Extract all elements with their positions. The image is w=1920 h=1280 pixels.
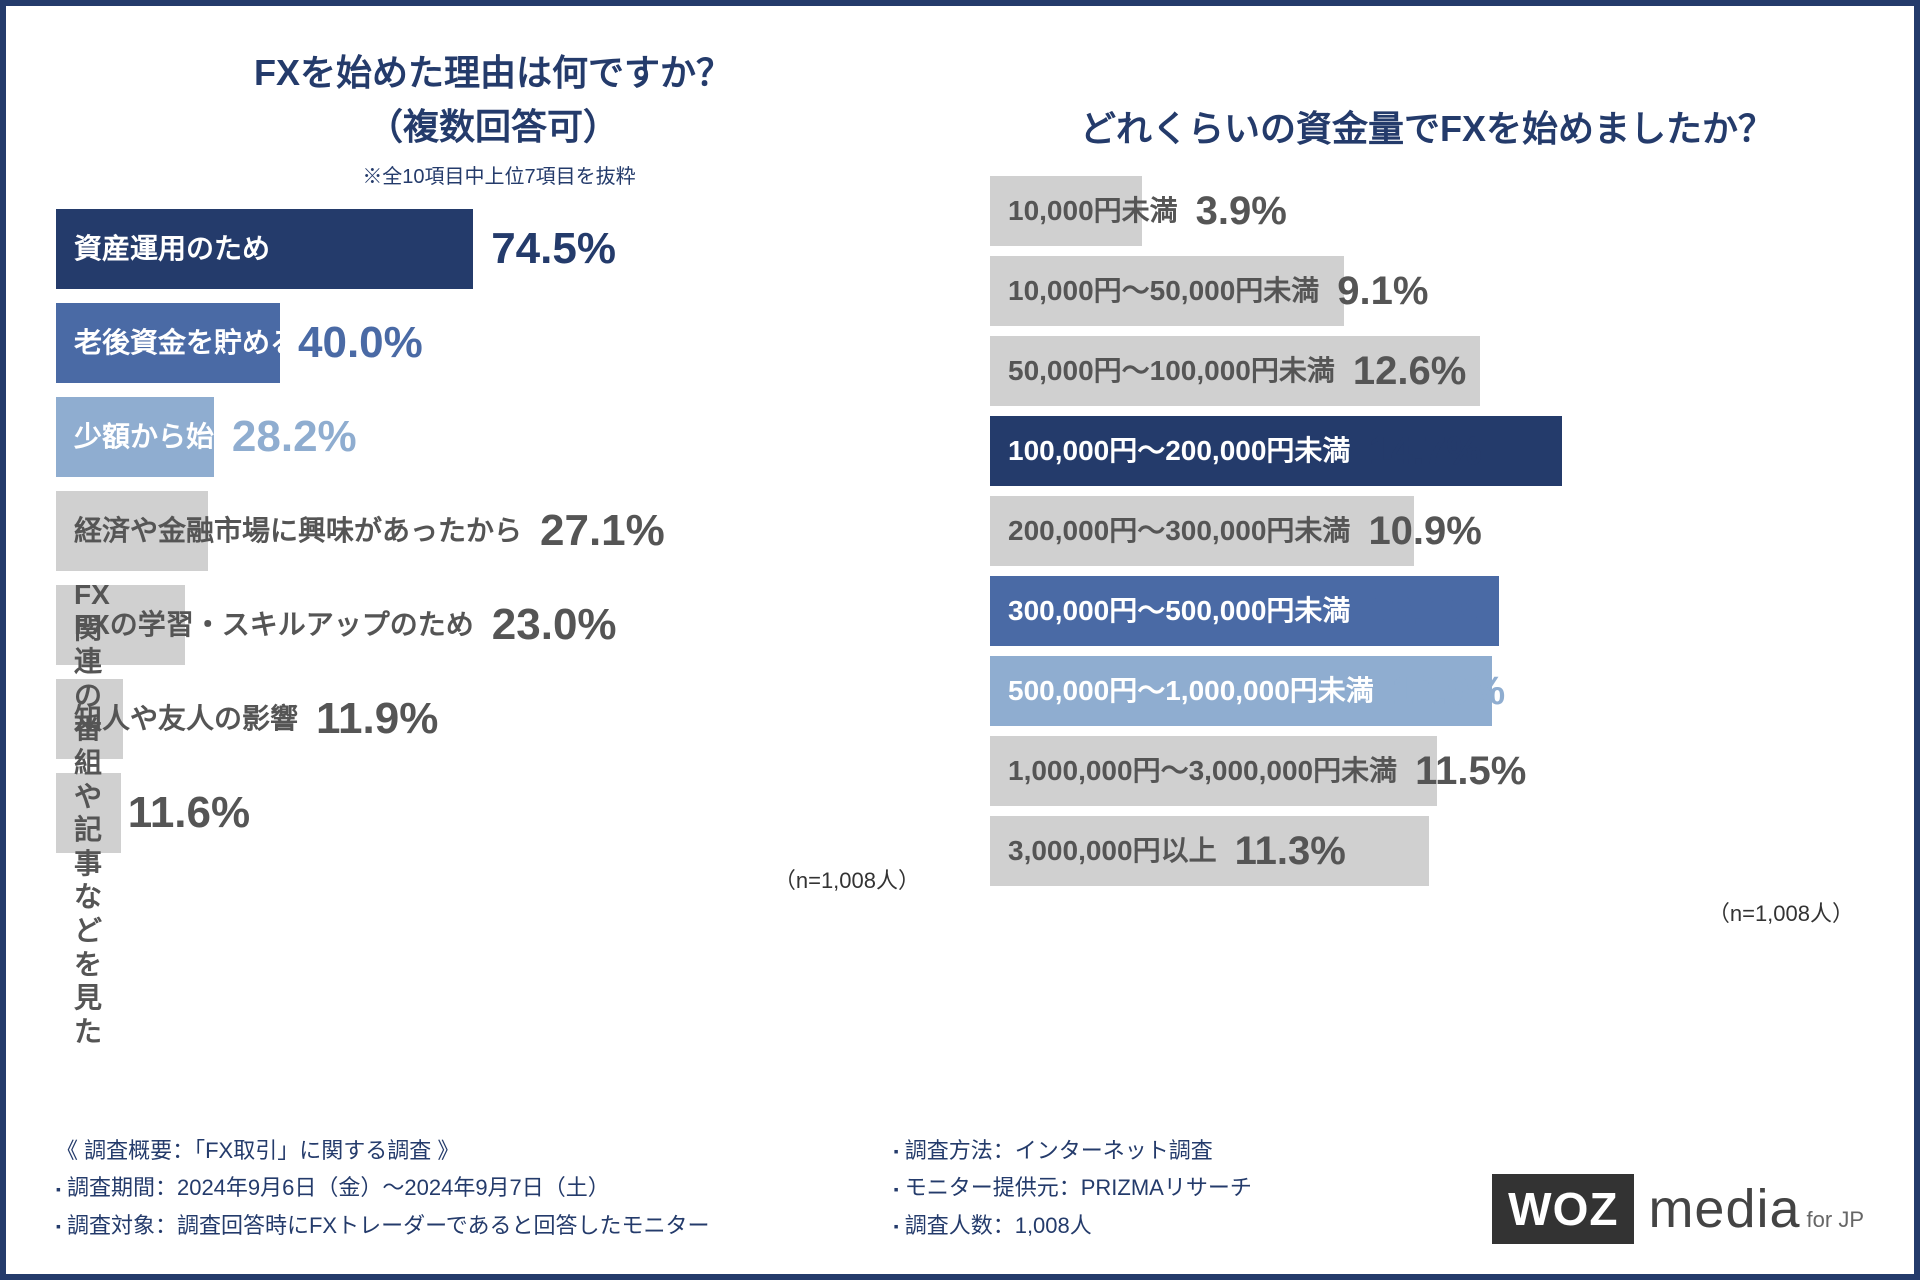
bar-row: 3,000,000円以上 11.3% [990,816,1864,886]
bar: 少額から始められるから [56,397,214,477]
bar-value: 11.3% [1235,831,1346,871]
bar-value: 12.6% [1353,351,1466,391]
bar: 10,000円～50,000円未満9.1% [990,256,1344,326]
right-chart-header: どれくらいの資金量でFXを始めましたか？ [990,46,1864,156]
bar-label: 3,000,000円以上 [1008,834,1217,868]
footer-line: 調査方法：インターネット調査 [894,1132,1452,1169]
footer: 《 調査概要：「FX取引」に関する調査 》 調査期間：2024年9月6日（金）～… [56,1132,1864,1244]
bar: 300,000円～500,000円未満 13.1% [990,576,1499,646]
bar-row: 少額から始められるから 28.2% [56,397,930,477]
bar-value: 27.1% [540,509,665,553]
logo-text: media [1648,1178,1800,1240]
bar-value: 28.2% [232,415,357,459]
bar-value: 13.1% [1368,591,1481,631]
bar: 50,000円～100,000円未満 12.6% [990,336,1480,406]
footer-line: 調査期間：2024年9月6日（金）～2024年9月7日（土） [56,1169,854,1206]
footer-line: モニター提供元：PRIZMAリサーチ [894,1169,1452,1206]
bar-label: 経済や金融市場に興味があったから [74,514,522,548]
left-chart: FXを始めた理由は何ですか？ （複数回答可） ※全10項目中上位7項目を抜粋 資… [56,46,930,1112]
bar-value: 3.9% [1196,191,1287,231]
bar-row: 100,000円～200,000円未満 14.7% [990,416,1864,486]
bar-overlay: 10,000円～50,000円未満 9.1% [1008,271,1428,311]
bar: 100,000円～200,000円未満 14.7% [990,416,1562,486]
bar-overlay: 100,000円～200,000円未満 14.7% [1008,431,1482,471]
bar: 200,000円～300,000円未満10.9% [990,496,1414,566]
bar-label: 100,000円～200,000円未満 [1008,434,1350,468]
right-chart-bars: 10,000円未満 3.9% 10,000円～50,000円未満 9.1% 50,000… [990,176,1864,886]
bar-overlay: 200,000円～300,000円未満 10.9% [1008,511,1482,551]
bar-label: 資産運用のため [74,232,270,266]
bar-value: 74.5% [491,227,616,271]
bar-value: 9.1% [1337,271,1428,311]
left-chart-bars: 資産運用のため 74.5% 老後資金を貯めるため 40.0% 少額から始められるから 28… [56,209,930,853]
bar-label: 500,000円～1,000,000円未満 [1008,674,1374,708]
bar: 資産運用のため [56,209,473,289]
footer-line: 調査人数：1,008人 [894,1207,1452,1244]
bar: 老後資金を貯めるため [56,303,280,383]
bar-value: 11.5% [1415,751,1526,791]
logo-box: WOZ [1492,1174,1634,1244]
footer-line: 調査対象：調査回答時にFXトレーダーであると回答したモニター [56,1207,854,1244]
bar-value: 12.9% [1392,671,1505,711]
bar-overlay: 10,000円未満 3.9% [1008,191,1287,231]
bar: 500,000円～1,000,000円未満12.9% [990,656,1492,726]
bar-value: 11.6% [128,791,250,835]
bar-row: 200,000円～300,000円未満 10.9% [990,496,1864,566]
bar-row: 老後資金を貯めるため 40.0% [56,303,930,383]
right-chart: どれくらいの資金量でFXを始めましたか？ 10,000円未満3.9%10,000… [990,46,1864,1112]
bar-overlay: 3,000,000円以上 11.3% [1008,831,1346,871]
bar-label: 1,000,000円～3,000,000円未満 [1008,754,1397,788]
bar-row: FX関連の番組や 記事などを見た11.6% [56,773,930,853]
logo-sub: for JP [1807,1207,1864,1233]
bar-overlay: FX関連の番組や 記事などを見た 11.6% [74,578,250,1048]
bar-row: 50,000円～100,000円未満 12.6% [990,336,1864,406]
bar-row: 経済や金融市場に興味があったから 27.1% [56,491,930,571]
bar-row: 300,000円～500,000円未満 13.1% [990,576,1864,646]
bar-overlay: 500,000円～1,000,000円未満 12.9% [1008,671,1505,711]
bar-value: 14.7% [1368,431,1481,471]
bar-row: 1,000,000円～3,000,000円未満 11.5% [990,736,1864,806]
bar: 1,000,000円～3,000,000円未満11.5% [990,736,1437,806]
bar-overlay: 50,000円～100,000円未満 12.6% [1008,351,1466,391]
bar-row: 10,000円～50,000円未満 9.1% [990,256,1864,326]
footer-col-1: 《 調査概要：「FX取引」に関する調査 》 調査期間：2024年9月6日（金）～… [56,1132,854,1244]
bar-label: 200,000円～300,000円未満 [1008,514,1350,548]
bar-overlay: 300,000円～500,000円未満 13.1% [1008,591,1482,631]
bar-value: 40.0% [298,321,423,365]
bar-overlay: 1,000,000円～3,000,000円未満 11.5% [1008,751,1526,791]
charts-container: FXを始めた理由は何ですか？ （複数回答可） ※全10項目中上位7項目を抜粋 資… [56,46,1864,1112]
footer-header: 《 調査概要：「FX取引」に関する調査 》 [56,1132,854,1169]
bar-value: 23.0% [492,603,617,647]
right-chart-n: （n=1,008人） [990,896,1864,928]
bar-label: 10,000円未満 [1008,194,1178,228]
bar-row: 資産運用のため 74.5% [56,209,930,289]
bar-row: 10,000円未満 3.9% [990,176,1864,246]
bar-label: 10,000円～50,000円未満 [1008,274,1319,308]
bar: 経済や金融市場に興味があったから27.1% [56,491,208,571]
bar-row: 500,000円～1,000,000円未満 12.9% [990,656,1864,726]
bar: FX関連の番組や 記事などを見た11.6% [56,773,121,853]
logo: WOZ media for JP [1492,1174,1864,1244]
bar-label: 300,000円～500,000円未満 [1008,594,1350,628]
bar-label: 50,000円～100,000円未満 [1008,354,1335,388]
left-chart-header: FXを始めた理由は何ですか？ （複数回答可） ※全10項目中上位7項目を抜粋 [56,46,930,189]
bar: 3,000,000円以上 11.3% [990,816,1429,886]
left-chart-subnote: ※全10項目中上位7項目を抜粋 [362,160,635,189]
bar-value: 10.9% [1368,511,1481,551]
left-chart-title: FXを始めた理由は何ですか？ （複数回答可） [56,46,930,154]
footer-col-2: 調査方法：インターネット調査 モニター提供元：PRIZMAリサーチ 調査人数：1… [894,1132,1452,1244]
right-chart-title: どれくらいの資金量でFXを始めましたか？ [990,102,1864,156]
bar-overlay: 経済や金融市場に興味があったから 27.1% [74,509,665,553]
bar: 10,000円未満3.9% [990,176,1142,246]
bar-value: 11.9% [316,697,438,741]
bar-label: FX関連の番組や 記事などを見た [74,578,110,1048]
